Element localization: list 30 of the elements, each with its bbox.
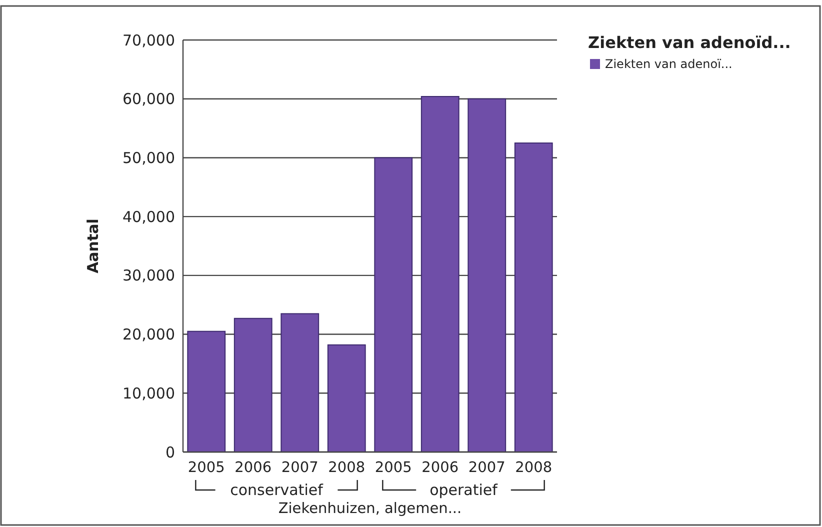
x-tick-label: 2005 [188,460,225,476]
bar [327,344,366,452]
y-tick-label: 60,000 [122,90,175,108]
y-tick-label: 20,000 [122,326,175,344]
y-tick-label: 30,000 [122,266,175,285]
bar [374,157,413,452]
bar [468,98,506,452]
x-tick-label: 2007 [468,460,506,476]
x-tick-label: 2008 [515,460,552,476]
y-tick-label: 0 [165,443,175,462]
bar [187,330,226,452]
x-axis-title: Ziekenhuizen, algemen... [278,501,462,517]
x-tick-label: 2008 [328,460,366,476]
bar [514,142,553,452]
y-tick-label: 50,000 [122,148,175,167]
text: operatief [430,481,498,499]
y-tick-label: 70,000 [122,31,175,50]
x-tick-label: 2006 [422,460,459,476]
x-tick-label: 2005 [374,460,412,476]
x-tick-label: 2006 [234,460,272,476]
legend-title: Ziekten van adenoïd... [588,33,791,52]
y-tick-label: 40,000 [122,208,175,226]
bar [280,313,320,452]
legend-label: Ziekten van adenoï... [605,57,732,71]
x-tick-label: 2007 [281,460,318,476]
y-tick-label: 10,000 [122,384,175,402]
text: conservatief [230,481,324,499]
bar [420,96,460,452]
bar [234,318,272,452]
y-axis-title: Aantal [84,218,102,274]
